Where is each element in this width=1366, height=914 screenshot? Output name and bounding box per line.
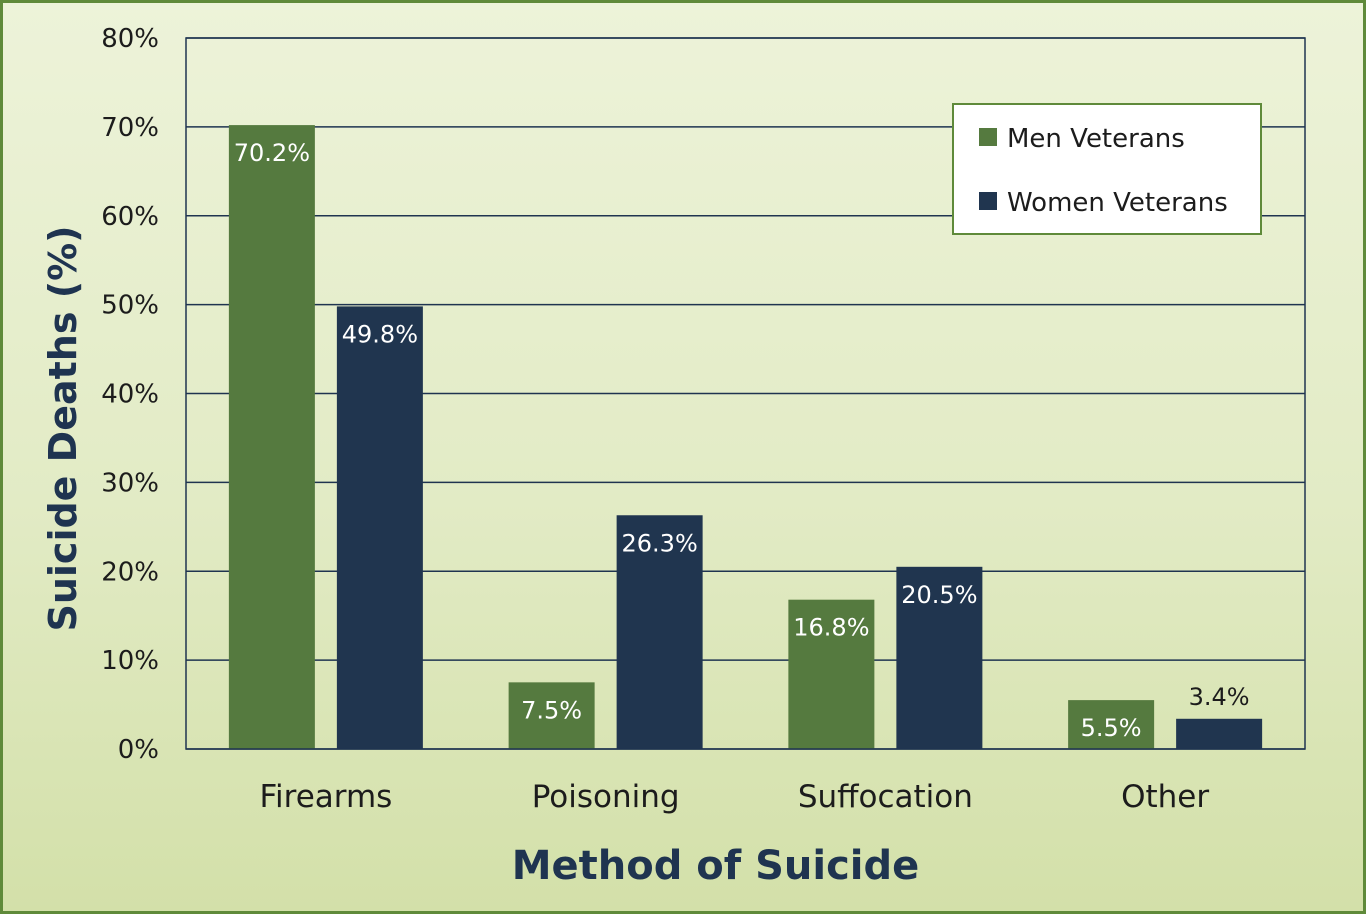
bar-men-firearms xyxy=(228,125,315,749)
y-tick-label: 20% xyxy=(101,557,159,587)
data-label: 26.3% xyxy=(622,529,698,557)
y-tick-label: 30% xyxy=(101,468,159,498)
x-tick-label: Other xyxy=(1121,779,1209,815)
bar-chart: 70.2% 49.8% 7.5% 26.3% 16.8% 20.5% 5.5% 3.4% 0%… xyxy=(41,24,1306,889)
bar-women-other xyxy=(1176,718,1263,749)
legend-label-women-veterans: Women Veterans xyxy=(1007,188,1228,218)
legend-swatch-men-veterans xyxy=(979,128,997,146)
data-label: 16.8% xyxy=(793,614,869,642)
y-tick-label: 50% xyxy=(101,291,159,321)
bar-women-suffocation xyxy=(896,566,983,749)
y-tick-label: 10% xyxy=(101,646,159,676)
data-label: 7.5% xyxy=(521,696,582,724)
legend-label-men-veterans: Men Veterans xyxy=(1007,124,1185,154)
legend: Men Veterans Women Veterans xyxy=(952,103,1262,235)
x-tick-label: Suffocation xyxy=(798,779,973,815)
data-label: 49.8% xyxy=(342,320,418,348)
data-label: 70.2% xyxy=(234,139,310,167)
y-tick-label: 40% xyxy=(101,380,159,410)
x-tick-label: Firearms xyxy=(259,779,392,815)
data-label: 3.4% xyxy=(1189,683,1250,711)
y-tick-labels: 0% 10% 20% 30% 40% 50% 60% 70% 80% xyxy=(101,24,159,765)
plot-area-border xyxy=(185,37,1306,750)
data-label: 5.5% xyxy=(1081,714,1142,742)
legend-swatch-women-veterans xyxy=(979,192,997,210)
x-axis-title: Method of Suicide xyxy=(512,843,920,889)
data-labels: 70.2% 49.8% 7.5% 26.3% 16.8% 20.5% 5.5% 3.4% xyxy=(234,139,1250,742)
y-axis-title: Suicide Deaths (%) xyxy=(41,225,85,631)
y-tick-label: 60% xyxy=(101,202,159,232)
bar-men-suffocation xyxy=(788,599,875,749)
bar-women-poisoning xyxy=(616,515,703,749)
data-label: 20.5% xyxy=(901,581,977,609)
y-tick-label: 80% xyxy=(101,24,159,54)
bar-men-poisoning xyxy=(508,682,595,749)
y-tick-label: 0% xyxy=(118,735,159,765)
x-tick-label: Poisoning xyxy=(532,779,680,815)
x-category-labels: Firearms Poisoning Suffocation Other xyxy=(259,779,1209,815)
bar-men-other xyxy=(1068,700,1155,749)
bars xyxy=(228,125,1263,749)
legend-box xyxy=(952,103,1262,235)
bar-women-firearms xyxy=(336,306,423,749)
y-tick-label: 70% xyxy=(101,113,159,143)
